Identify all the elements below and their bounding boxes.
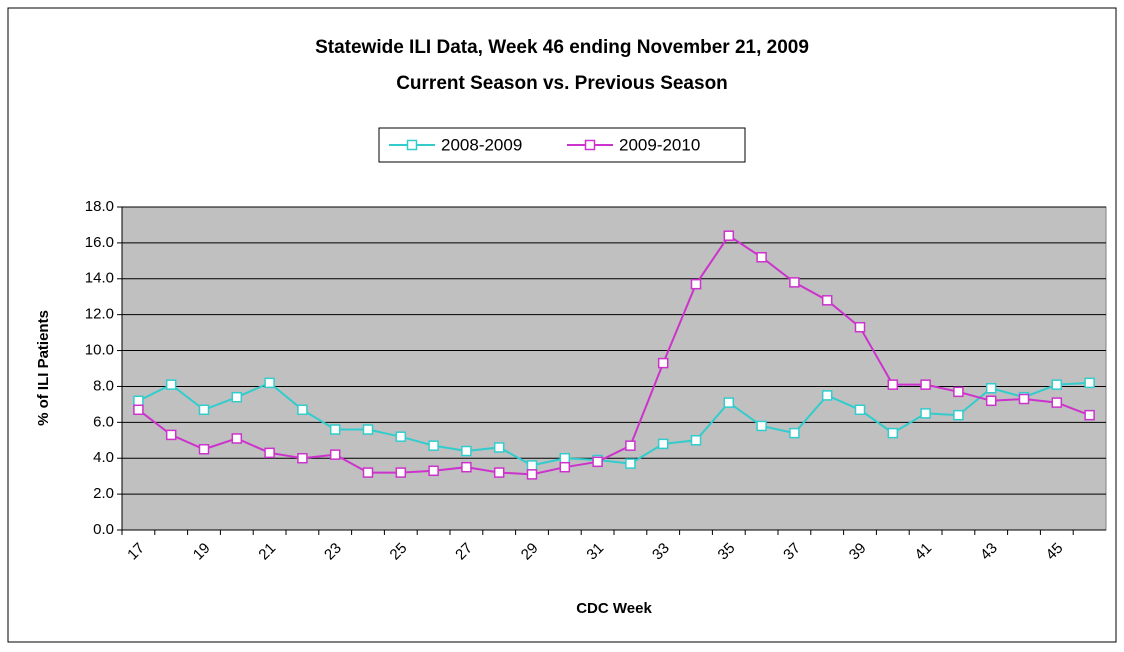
legend-label: 2008-2009 <box>441 135 522 154</box>
data-point <box>690 435 702 446</box>
data-point <box>1051 397 1063 408</box>
chart-subtitle: Current Season vs. Previous Season <box>396 73 728 94</box>
data-point <box>657 357 669 369</box>
legend-marker <box>406 139 418 151</box>
legend-box <box>378 127 746 163</box>
data-point <box>165 379 177 390</box>
data-point <box>362 467 374 478</box>
y-tick-label: 12.0 <box>85 306 114 323</box>
data-point <box>329 449 341 460</box>
y-tick-label: 18.0 <box>85 198 114 215</box>
data-point <box>395 467 407 478</box>
data-point <box>592 456 603 468</box>
data-point <box>428 465 439 477</box>
plot-area <box>121 206 1107 531</box>
y-tick-label: 4.0 <box>93 449 114 466</box>
data-point <box>953 386 964 398</box>
data-point <box>1051 379 1063 390</box>
data-point <box>985 382 997 394</box>
data-point <box>690 278 702 290</box>
data-point <box>789 277 800 288</box>
data-point <box>887 379 899 390</box>
data-point <box>625 440 636 451</box>
data-point <box>723 397 735 408</box>
data-point <box>428 440 439 451</box>
data-point <box>789 427 800 439</box>
series-line <box>137 234 1090 476</box>
data-point <box>821 295 833 306</box>
data-point <box>887 427 899 439</box>
data-point <box>1084 377 1095 389</box>
data-point <box>133 404 144 416</box>
data-point <box>231 433 243 444</box>
data-point <box>493 467 505 478</box>
x-axis-title: CDC Week <box>576 600 652 617</box>
data-point <box>953 409 964 421</box>
data-point <box>297 452 308 464</box>
data-point <box>526 460 538 471</box>
data-point <box>821 390 833 401</box>
data-point <box>362 424 374 435</box>
data-point <box>920 379 931 390</box>
y-tick-label: 14.0 <box>85 270 114 287</box>
data-point <box>756 251 767 263</box>
data-point <box>985 395 997 407</box>
chart-title: Statewide ILI Data, Week 46 ending Novem… <box>315 37 809 58</box>
data-point <box>329 424 341 435</box>
y-tick-label: 8.0 <box>93 377 114 394</box>
data-point <box>493 442 505 453</box>
y-tick-label: 6.0 <box>93 413 114 430</box>
data-point <box>297 404 308 416</box>
data-point <box>264 377 275 389</box>
legend-label: 2009-2010 <box>619 135 700 154</box>
data-point <box>461 461 472 473</box>
data-point <box>198 404 210 416</box>
data-point <box>395 431 407 442</box>
data-point <box>1084 409 1095 421</box>
data-point <box>133 395 144 407</box>
series-line <box>137 381 1090 467</box>
data-point <box>756 420 767 432</box>
data-point <box>165 429 177 441</box>
data-point <box>198 444 210 455</box>
data-point <box>461 445 472 457</box>
y-tick-label: 10.0 <box>85 342 114 359</box>
data-point <box>264 447 275 459</box>
data-point <box>231 391 243 403</box>
y-tick-label: 2.0 <box>93 485 114 502</box>
data-point <box>920 408 931 419</box>
legend-marker <box>584 139 596 151</box>
y-tick-label: 16.0 <box>85 234 114 251</box>
y-tick-label: 0.0 <box>93 521 114 538</box>
data-point <box>1018 393 1030 405</box>
y-axis-title: % of ILI Patients <box>35 310 52 426</box>
data-point <box>854 404 866 416</box>
data-point <box>657 438 669 450</box>
data-point <box>526 469 538 480</box>
data-point <box>723 230 735 241</box>
data-point <box>625 458 636 469</box>
data-point <box>559 452 571 464</box>
data-point <box>854 321 866 333</box>
data-point <box>559 461 571 473</box>
